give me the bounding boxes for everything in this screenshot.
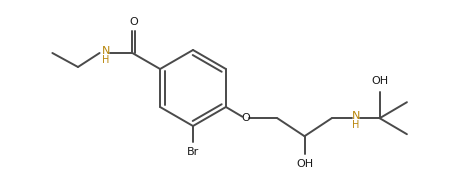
- Text: H: H: [102, 55, 109, 65]
- Text: H: H: [352, 120, 359, 130]
- Text: O: O: [129, 17, 138, 27]
- Text: OH: OH: [371, 76, 388, 86]
- Text: N: N: [101, 46, 110, 56]
- Text: O: O: [241, 113, 250, 123]
- Text: OH: OH: [296, 159, 313, 169]
- Text: Br: Br: [187, 147, 199, 157]
- Text: N: N: [352, 111, 360, 121]
